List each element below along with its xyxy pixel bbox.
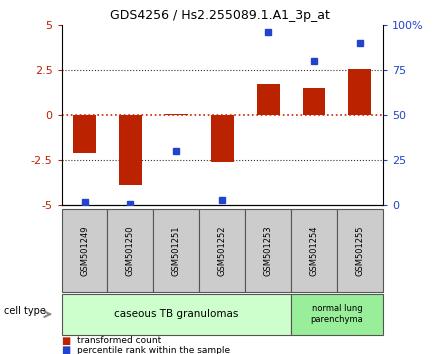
Text: cell type: cell type: [4, 306, 46, 316]
Text: caseous TB granulomas: caseous TB granulomas: [114, 309, 238, 319]
Bar: [348, 69, 371, 115]
Bar: [257, 84, 279, 115]
Text: GSM501251: GSM501251: [172, 225, 181, 276]
Text: GSM501250: GSM501250: [126, 225, 135, 276]
Bar: [303, 88, 326, 115]
Text: ■: ■: [62, 346, 71, 354]
Text: percentile rank within the sample: percentile rank within the sample: [77, 346, 230, 354]
Bar: [165, 114, 188, 115]
Text: normal lung
parenchyma: normal lung parenchyma: [311, 304, 363, 324]
Text: ■: ■: [62, 336, 71, 346]
Text: GSM501253: GSM501253: [264, 225, 273, 276]
Bar: [211, 115, 234, 162]
Text: GSM501252: GSM501252: [218, 225, 227, 276]
Bar: [119, 115, 142, 185]
Text: GSM501255: GSM501255: [356, 225, 364, 276]
Text: GSM501254: GSM501254: [309, 225, 319, 276]
Text: transformed count: transformed count: [77, 336, 161, 345]
Text: GSM501249: GSM501249: [80, 225, 89, 276]
Bar: [73, 115, 96, 153]
Text: GDS4256 / Hs2.255089.1.A1_3p_at: GDS4256 / Hs2.255089.1.A1_3p_at: [110, 9, 330, 22]
